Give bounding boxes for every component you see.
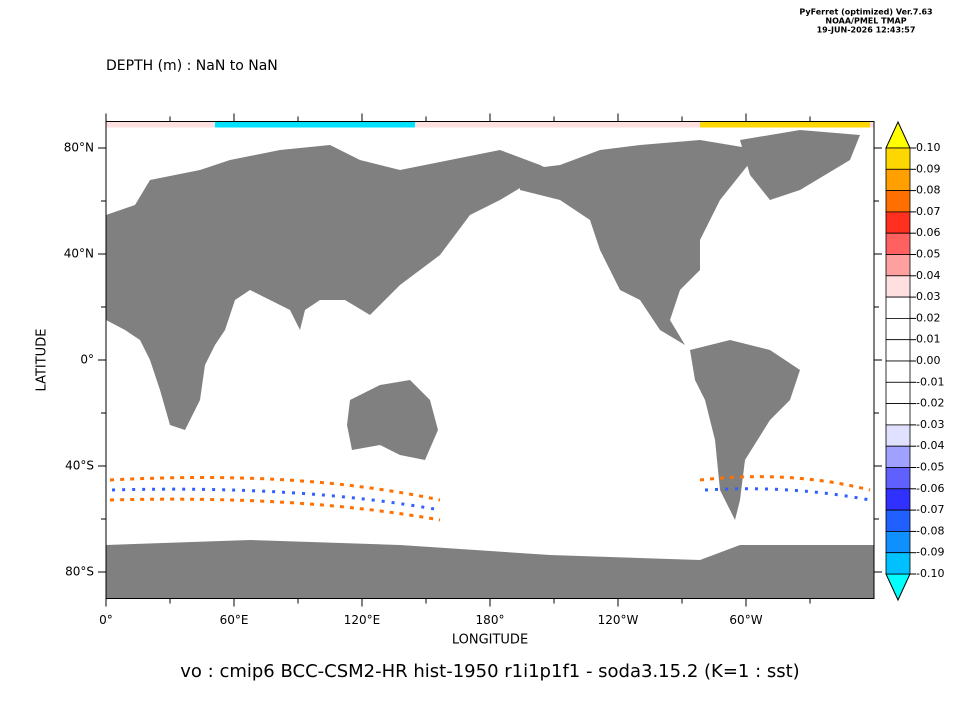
colorbar-box [885, 403, 911, 426]
colorbar-label: -0.02 [916, 397, 944, 410]
land-antarctica [106, 540, 874, 599]
header-line: PyFerret (optimized) Ver.7.63 [799, 8, 932, 17]
colorbar-box [885, 467, 911, 490]
colorbar-label: 0.06 [916, 226, 941, 239]
land-north-america [520, 140, 760, 345]
colorbar-label: 0.00 [916, 354, 941, 367]
colorbar-box [885, 317, 911, 341]
land-australia [347, 380, 438, 460]
x-tick-label: 120°W [598, 613, 639, 627]
colorbar-box [885, 488, 911, 511]
polar-strip [106, 121, 874, 128]
colorbar-label: 0.01 [916, 333, 941, 346]
colorbar-label: 0.04 [916, 269, 941, 282]
colorbar-box [885, 531, 911, 554]
x-tick-label: 120°E [344, 613, 381, 627]
header-line: NOAA/PMEL TMAP [825, 17, 906, 26]
colorbar-label: -0.04 [916, 439, 944, 452]
y-axis-label: LATITUDE [35, 329, 50, 392]
colorbar-box [885, 254, 911, 277]
colorbar-box [885, 424, 911, 447]
colorbar-label: 0.02 [916, 311, 941, 324]
map-area [105, 121, 875, 599]
map-title: DEPTH (m) : NaN to NaN [106, 58, 278, 74]
colorbar-label: 0.08 [916, 184, 941, 197]
caption: vo : cmip6 BCC-CSM2-HR hist-1950 r1i1p1f… [180, 661, 799, 682]
current-band [111, 487, 871, 512]
colorbar-label: 0.07 [916, 205, 941, 218]
x-tick-label: 60°E [220, 613, 249, 627]
colorbar-label: -0.05 [916, 461, 944, 474]
colorbar-label: -0.10 [916, 567, 944, 580]
colorbar-label: 0.05 [916, 248, 941, 261]
x-axis-label: LONGITUDE [452, 633, 528, 648]
x-tick-label: 0° [99, 613, 113, 627]
y-tick-label: 0° [80, 353, 94, 367]
colorbar-over [885, 120, 911, 149]
colorbar-box [885, 190, 911, 213]
current-band [109, 475, 871, 522]
colorbar-box [885, 296, 911, 319]
colorbar-box [885, 360, 911, 383]
colorbar-box [885, 509, 911, 532]
polar-strip [215, 121, 415, 128]
y-tick-label: 40°N [64, 247, 94, 261]
colorbar-under [885, 573, 911, 602]
y-tick-label: 80°S [65, 565, 94, 579]
x-tick-label: 60°W [729, 613, 762, 627]
land-greenland [740, 130, 860, 200]
polar-strip [700, 121, 870, 128]
colorbar-label: -0.06 [916, 482, 944, 495]
colorbar-label: -0.03 [916, 418, 944, 431]
colorbar-box [885, 168, 911, 192]
colorbar-box [885, 275, 911, 298]
colorbar-box [885, 147, 911, 170]
y-tick-label: 40°S [65, 459, 94, 473]
y-tick-label: 80°N [64, 141, 94, 155]
colorbar-box [885, 381, 911, 404]
colorbar-box [885, 339, 911, 362]
land-eurasia-africa [106, 145, 560, 430]
colorbar-label: -0.07 [916, 503, 944, 516]
x-tick-label: 180° [476, 613, 505, 627]
colorbar-label: -0.09 [916, 546, 944, 559]
colorbar-label: 0.09 [916, 162, 941, 175]
colorbar-box [885, 552, 911, 575]
colorbar-label: -0.08 [916, 524, 944, 537]
land-south-america [690, 340, 800, 520]
colorbar-label: -0.01 [916, 375, 944, 388]
colorbar-box [885, 211, 911, 234]
header-line: 19-JUN-2026 12:43:57 [817, 26, 916, 35]
colorbar-box [885, 232, 911, 255]
colorbar-label: 0.10 [916, 141, 941, 154]
colorbar-label: 0.03 [916, 290, 941, 303]
colorbar-box [885, 445, 911, 468]
